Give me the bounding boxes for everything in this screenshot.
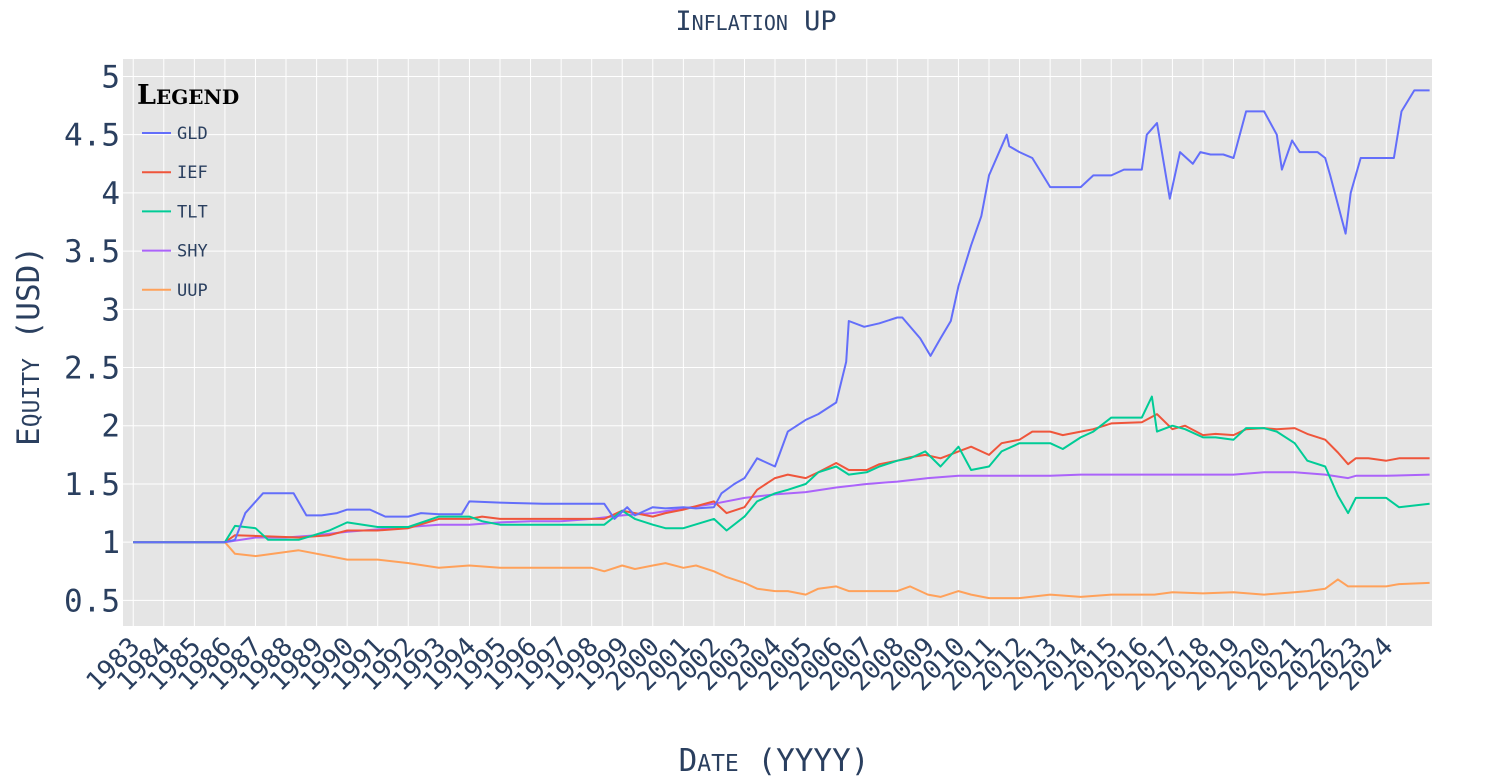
y-tick-label: 2 (101, 409, 120, 445)
plot-background (123, 59, 1432, 626)
y-tick-label: 3 (101, 292, 120, 328)
y-tick-label: 3.5 (64, 234, 120, 270)
plot-area (123, 59, 1432, 626)
y-axis-label: EQUITY (USD) (11, 246, 47, 446)
legend-item-shy[interactable]: SHY (177, 242, 208, 262)
legend-item-gld[interactable]: GLD (177, 124, 208, 144)
y-gridlines (123, 75, 1432, 601)
y-tick-label: 4 (101, 176, 120, 212)
legend-title: LEGEND (137, 80, 239, 111)
x-axis-label: DATE (YYYY) (679, 743, 870, 779)
series-line-tlt (133, 395, 1430, 544)
legend-item-uup[interactable]: UUP (177, 281, 208, 301)
series-lines (133, 89, 1430, 600)
y-tick-label: 1.5 (64, 467, 120, 503)
legend[interactable]: LEGEND GLD IEF TLT SHY UUP (137, 80, 239, 301)
series-line-uup (133, 541, 1430, 600)
chart-title: INFLATION UP (675, 6, 836, 37)
series-line-gld (133, 89, 1430, 544)
legend-item-ief[interactable]: IEF (177, 163, 208, 183)
y-tick-label: 4.5 (64, 118, 120, 154)
legend-item-tlt[interactable]: TLT (177, 202, 208, 222)
y-tick-label: 2.5 (64, 351, 120, 387)
y-tick-labels: 0.5 1 1.5 2 2.5 3 3.5 4 4.5 5 (64, 59, 120, 619)
x-gridlines (132, 59, 1387, 626)
y-tick-label: 5 (101, 59, 120, 95)
x-tick-labels: 1983198419851986198719881989199019911992… (81, 632, 1400, 697)
y-tick-label: 1 (101, 525, 120, 561)
y-tick-label: 0.5 (64, 583, 120, 619)
